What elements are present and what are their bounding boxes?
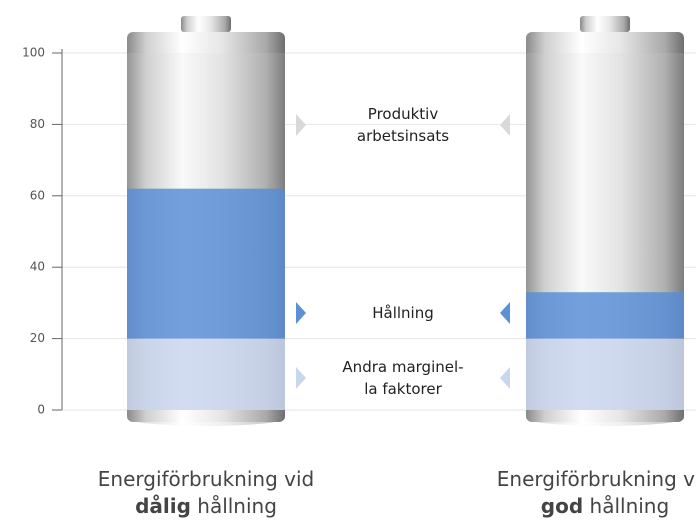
legend-arrow <box>500 367 510 389</box>
category-part: hållning <box>197 494 277 518</box>
segment <box>127 339 285 410</box>
category-part: Energiförbrukning vid <box>98 467 314 491</box>
y-tick-label: 60 <box>30 188 45 202</box>
segment <box>526 339 684 410</box>
segment <box>526 53 684 292</box>
legend-arrow <box>500 114 510 136</box>
y-tick-label: 0 <box>37 403 45 417</box>
segment <box>526 292 684 338</box>
legend-arrow <box>296 114 306 136</box>
segment <box>127 189 285 339</box>
battery-bottom <box>526 410 684 426</box>
category-part: dålig <box>135 494 191 518</box>
category-part: hållning <box>590 494 670 518</box>
category-label: Energiförbrukning vid god hållning <box>475 466 696 520</box>
legend-arrow <box>296 302 306 324</box>
category-part: god <box>541 494 583 518</box>
category-part: Energiförbrukning vid <box>497 467 696 491</box>
y-tick-label: 80 <box>30 117 45 131</box>
legend-label: Produktiv arbetsinsats <box>318 103 488 147</box>
battery-cap <box>181 16 231 32</box>
segment <box>127 53 285 189</box>
battery-bottom <box>127 410 285 426</box>
y-tick-label: 20 <box>30 331 45 345</box>
legend-arrow <box>296 367 306 389</box>
plot: 0 20 40 60 80 100 <box>0 0 696 530</box>
y-tick-label: 100 <box>22 46 45 60</box>
chart: 0 20 40 60 80 100 Energiförbrukning vid dålig… <box>0 0 696 530</box>
y-tick-label: 40 <box>30 260 45 274</box>
legend-label: Andra marginel- la faktorer <box>318 356 488 400</box>
legend-label: Hållning <box>318 302 488 324</box>
category-label: Energiförbrukning vid dålig hållning <box>76 466 336 520</box>
battery-cap <box>580 16 630 32</box>
legend-arrow <box>500 302 510 324</box>
